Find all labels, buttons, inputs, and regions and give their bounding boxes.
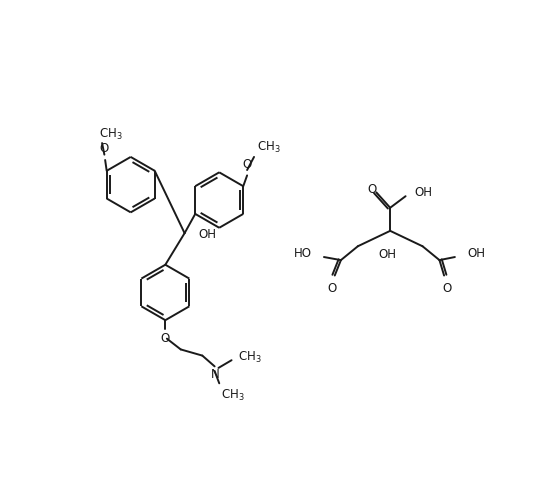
Text: N: N: [211, 368, 220, 381]
Text: OH: OH: [415, 186, 433, 199]
Text: HO: HO: [294, 248, 312, 261]
Text: OH: OH: [198, 228, 217, 241]
Text: O: O: [243, 158, 252, 171]
Text: O: O: [443, 282, 452, 295]
Text: CH$_3$: CH$_3$: [99, 126, 122, 142]
Text: O: O: [161, 333, 170, 346]
Text: CH$_3$: CH$_3$: [238, 349, 261, 365]
Text: CH$_3$: CH$_3$: [257, 140, 281, 156]
Text: OH: OH: [378, 248, 396, 261]
Text: O: O: [100, 143, 109, 156]
Text: O: O: [327, 282, 336, 295]
Text: CH$_3$: CH$_3$: [221, 388, 244, 403]
Text: O: O: [367, 183, 376, 196]
Text: OH: OH: [467, 248, 485, 261]
